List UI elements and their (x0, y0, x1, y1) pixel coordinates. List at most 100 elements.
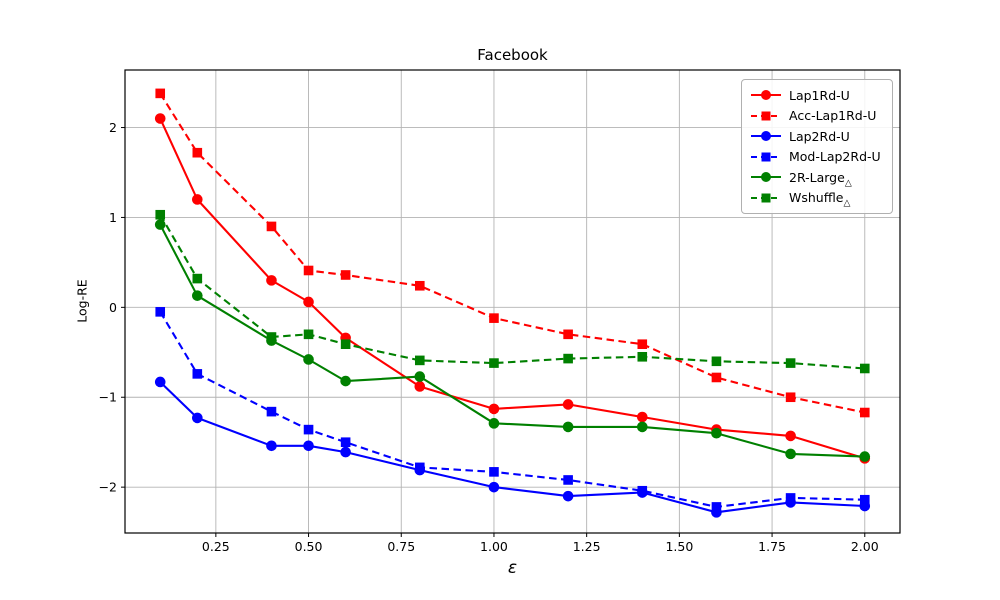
data-point-2R-Large (303, 354, 314, 365)
x-axis-label: ε (507, 558, 518, 578)
data-point-2R-Large (711, 427, 722, 439)
series-line-2R-Large (159, 224, 865, 458)
data-point-Lap1Rd-U (562, 399, 574, 410)
legend-item-Lap1Rd-U: Lap1Rd-U (750, 85, 884, 106)
legend-label: Lap1Rd-U (789, 88, 850, 103)
data-point-Acc-Lap1Rd-U (303, 265, 314, 276)
data-point-Mod-Lap2Rd-U (155, 307, 166, 317)
data-point-Lap2Rd-U (266, 440, 277, 452)
data-point-Mod-Lap2Rd-U (266, 406, 277, 417)
legend-label: Acc-Lap1Rd-U (789, 108, 876, 123)
data-point-Acc-Lap1Rd-U (563, 329, 573, 340)
y-tick-label: 0 (109, 300, 117, 315)
data-point-Acc-Lap1Rd-U (859, 407, 870, 418)
data-point-Lap1Rd-U (636, 411, 648, 423)
data-point-Mod-Lap2Rd-U (859, 494, 870, 505)
data-point-Acc-Lap1Rd-U (785, 392, 796, 403)
legend: Lap1Rd-U Acc-Lap1Rd-U Lap2Rd-U Mod-Lap2Rd-U… (741, 79, 893, 214)
series-line-Lap1Rd-U (159, 118, 866, 460)
data-point-Lap1Rd-U (414, 381, 426, 392)
data-point-2R-Large (414, 371, 426, 382)
legend-label-text: Lap2Rd-U (789, 128, 850, 144)
data-point-2R-Large (488, 418, 500, 429)
data-point-Wshuffle (414, 355, 425, 366)
x-tick-label: 1.25 (573, 539, 601, 554)
data-point-Mod-Lap2Rd-U (563, 475, 573, 485)
legend-solid-line-sample (751, 90, 781, 101)
x-tick-label: 2.00 (851, 539, 879, 554)
data-point-Mod-Lap2Rd-U (192, 369, 203, 379)
data-point-Wshuffle (489, 358, 499, 368)
data-point-Mod-Lap2Rd-U (637, 485, 648, 496)
data-point-Wshuffle (563, 353, 573, 364)
legend-item-2R-Large: 2R-Large△ (750, 167, 884, 188)
data-point-Lap2Rd-U (192, 412, 203, 424)
circle-marker-icon (761, 131, 771, 142)
legend-dashed-line-sample (751, 152, 781, 162)
data-point-Wshuffle (711, 356, 722, 367)
y-axis-label: Log-RE (74, 279, 90, 323)
data-point-Lap2Rd-U (303, 440, 314, 452)
data-point-Mod-Lap2Rd-U (489, 467, 499, 477)
legend-label-text: Mod-Lap2Rd-U (789, 149, 881, 165)
data-point-Lap2Rd-U (488, 481, 500, 493)
data-point-Wshuffle (303, 329, 314, 340)
data-point-Wshuffle (192, 273, 203, 284)
data-point-Acc-Lap1Rd-U (266, 221, 277, 232)
x-tick-label: 0.75 (387, 539, 415, 554)
legend-label-text: 2R-Large (789, 169, 845, 185)
data-point-Lap1Rd-U (785, 430, 796, 442)
legend-label: Lap2Rd-U (789, 129, 850, 144)
data-point-Wshuffle (266, 332, 277, 342)
legend-item-Lap2Rd-U: Lap2Rd-U (750, 126, 884, 147)
series-line-Mod-Lap2Rd-U (159, 311, 865, 508)
y-tick-label: 1 (109, 210, 117, 225)
square-marker-icon (761, 193, 771, 203)
data-point-Lap2Rd-U (154, 376, 166, 388)
series-line-Lap2Rd-U (159, 381, 865, 514)
legend-label: Mod-Lap2Rd-U (789, 149, 881, 164)
legend-item-Wshuffle: Wshuffle△ (750, 188, 884, 209)
x-tick-label: 0.50 (295, 539, 323, 554)
legend-item-Acc-Lap1Rd-U: Acc-Lap1Rd-U (750, 106, 884, 127)
data-point-Acc-Lap1Rd-U (414, 280, 425, 291)
y-tick-label: −2 (99, 480, 117, 495)
data-point-2R-Large (340, 375, 351, 387)
data-point-Acc-Lap1Rd-U (192, 147, 203, 158)
data-point-Mod-Lap2Rd-U (303, 424, 314, 435)
legend-label: 2R-Large△ (789, 169, 852, 189)
legend-label-subscript: △ (844, 178, 852, 189)
x-tick-label: 1.50 (665, 539, 693, 554)
legend-solid-line-sample (751, 172, 781, 183)
data-point-2R-Large (636, 421, 648, 433)
legend-dashed-line-sample (751, 193, 781, 203)
data-point-Acc-Lap1Rd-U (711, 372, 722, 383)
data-point-Wshuffle (859, 363, 870, 374)
data-point-2R-Large (562, 421, 574, 433)
data-point-Acc-Lap1Rd-U (155, 88, 166, 99)
data-point-Lap2Rd-U (340, 446, 351, 458)
legend-label-text: Lap1Rd-U (789, 87, 850, 103)
data-point-Mod-Lap2Rd-U (340, 437, 351, 447)
data-point-Lap1Rd-U (154, 113, 166, 124)
data-point-2R-Large (859, 451, 871, 462)
data-point-Acc-Lap1Rd-U (489, 313, 499, 323)
data-point-Wshuffle (340, 339, 351, 350)
x-tick-label: 0.25 (202, 539, 230, 554)
series-line-Acc-Lap1Rd-U (159, 92, 866, 414)
data-point-Mod-Lap2Rd-U (711, 502, 722, 512)
data-point-Acc-Lap1Rd-U (340, 270, 351, 280)
circle-marker-icon (761, 172, 771, 183)
legend-label-text: Wshuffle (789, 190, 844, 206)
square-marker-icon (761, 152, 771, 162)
data-point-Lap1Rd-U (266, 275, 277, 286)
square-marker-icon (761, 111, 771, 121)
data-point-Wshuffle (637, 351, 648, 362)
data-point-Wshuffle (785, 358, 796, 368)
legend-label-subscript: △ (843, 198, 851, 209)
legend-solid-line-sample (751, 131, 781, 142)
legend-item-Mod-Lap2Rd-U: Mod-Lap2Rd-U (750, 147, 884, 168)
series-line-Wshuffle (159, 214, 865, 370)
